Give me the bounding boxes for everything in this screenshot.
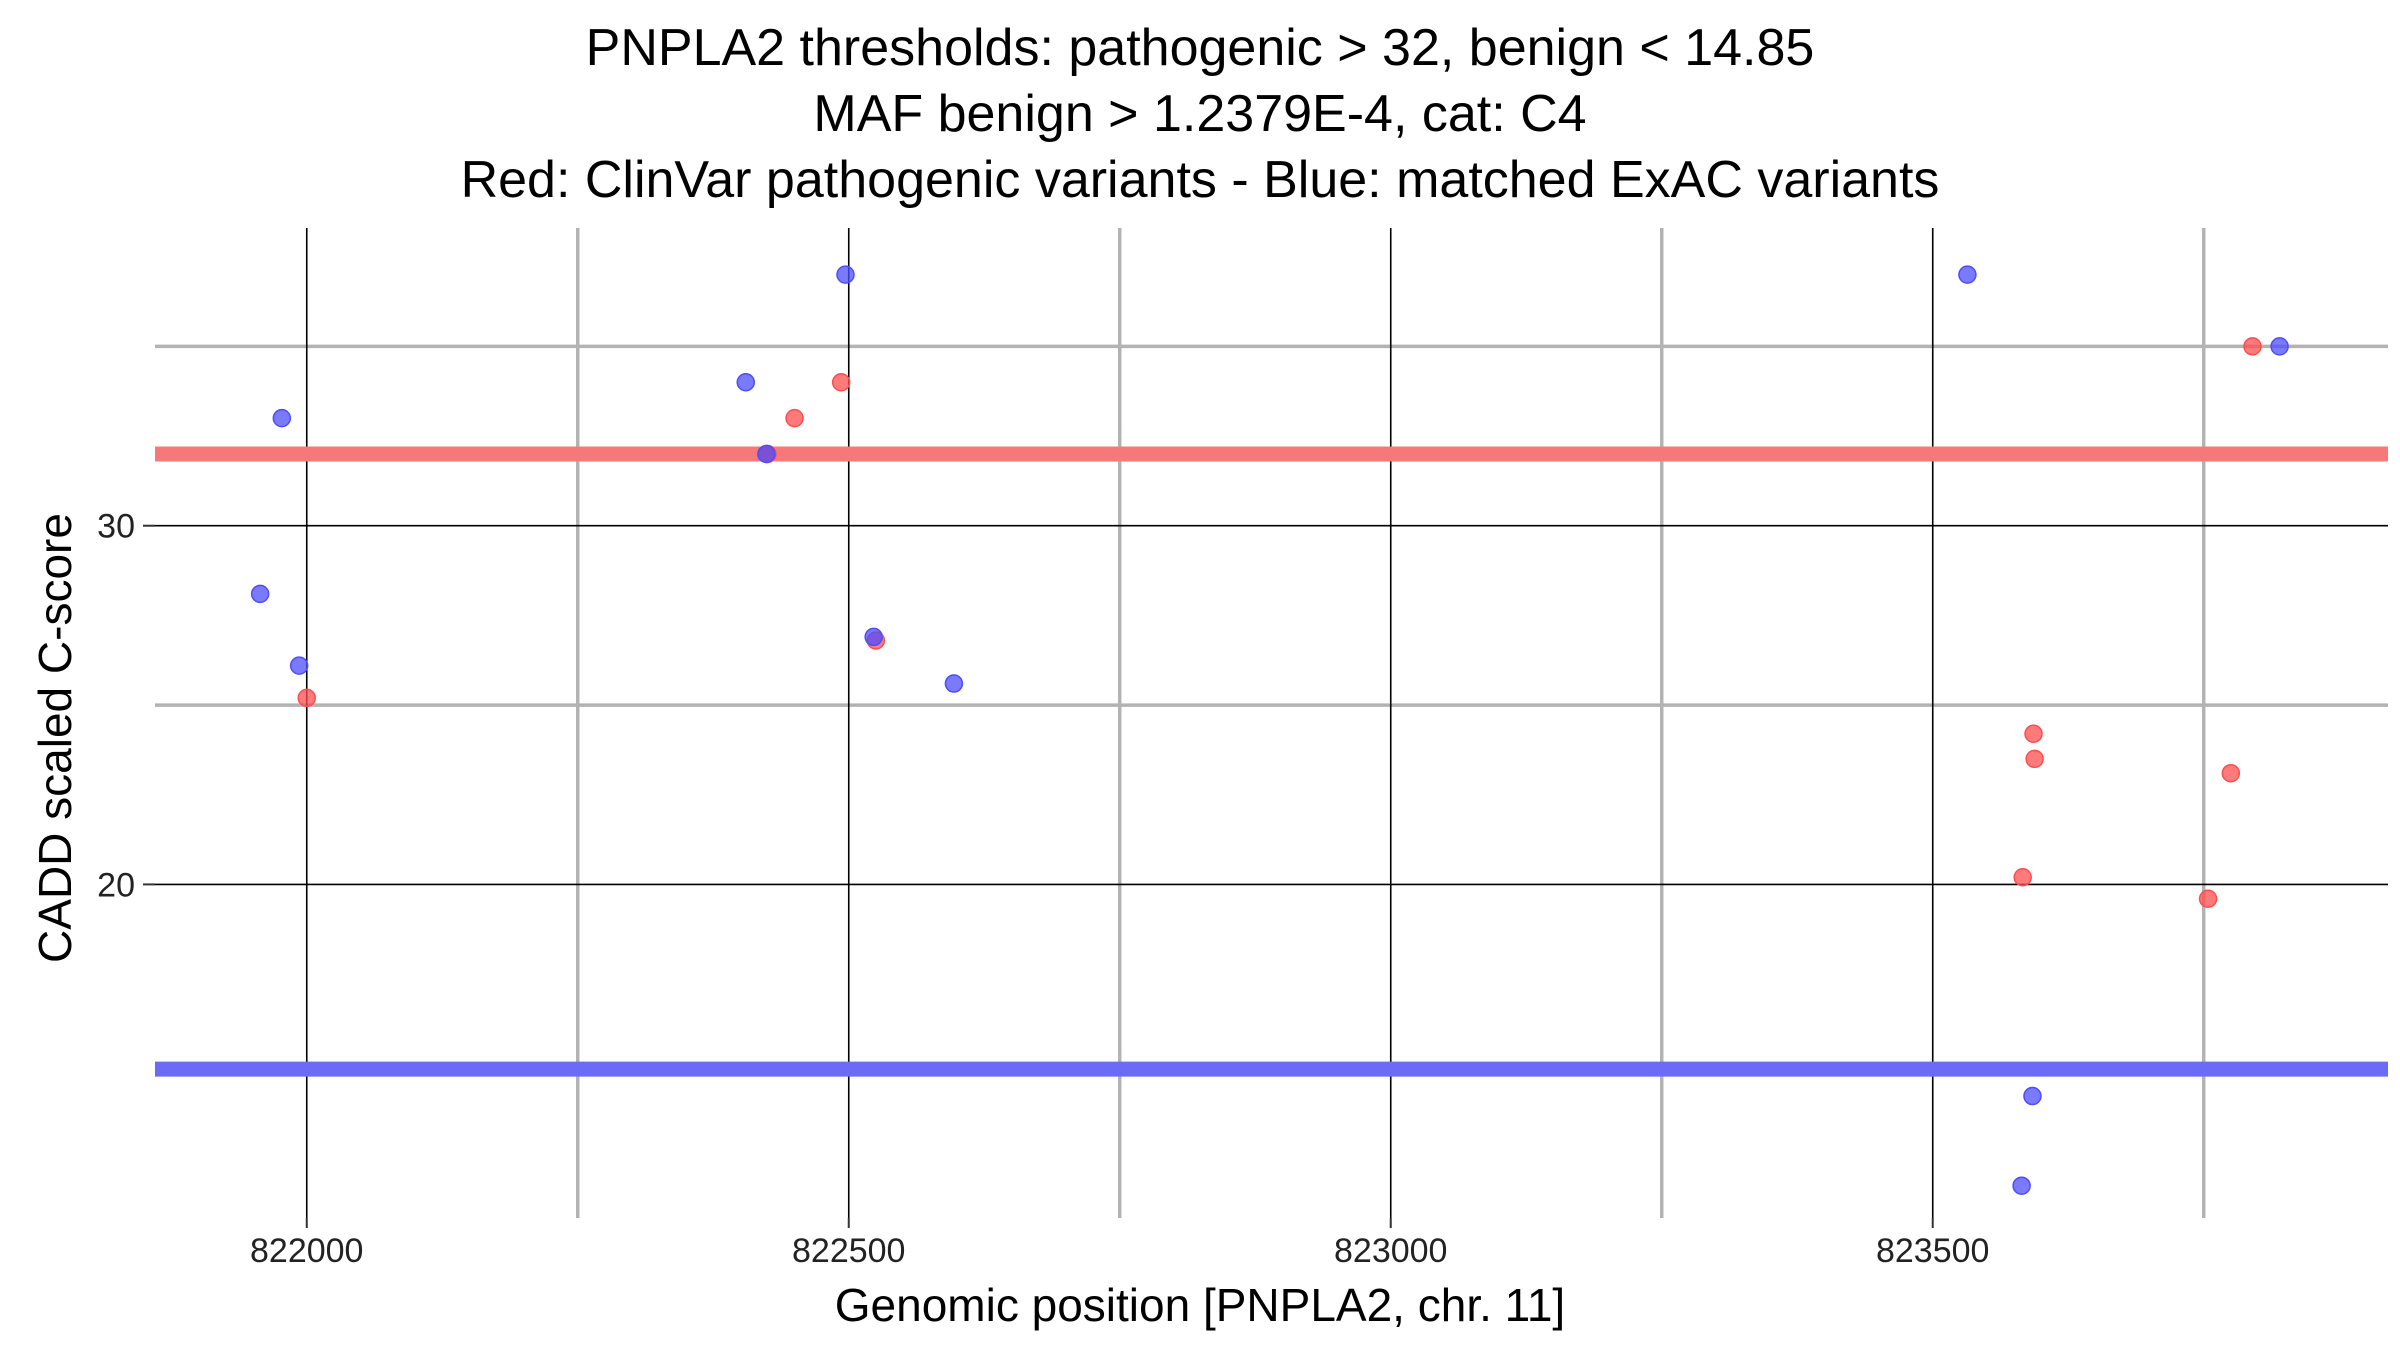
exac-matched-point bbox=[864, 627, 883, 647]
exac-matched-point bbox=[272, 408, 292, 428]
exac-matched-point bbox=[2012, 1176, 2031, 1195]
x-tick-label: 822000 bbox=[250, 1232, 363, 1270]
y-axis-title: CADD scaled C-score bbox=[29, 513, 81, 963]
exac-matched-point bbox=[250, 584, 270, 604]
data-points bbox=[250, 265, 2289, 1195]
exac-matched-point bbox=[2023, 1086, 2042, 1106]
clinvar-pathogenic-point bbox=[785, 408, 804, 428]
clinvar-pathogenic-point bbox=[831, 372, 851, 392]
clinvar-pathogenic-point bbox=[2221, 763, 2241, 783]
clinvar-pathogenic-point bbox=[2198, 889, 2218, 909]
grid-lines bbox=[155, 228, 2388, 1218]
exac-matched-point bbox=[289, 656, 309, 675]
x-tick-label: 823500 bbox=[1876, 1232, 1989, 1270]
y-tick-label: 20 bbox=[97, 866, 135, 904]
chart-title-line-2: MAF benign > 1.2379E-4, cat: C4 bbox=[813, 85, 1587, 143]
exac-matched-point bbox=[836, 265, 855, 284]
y-tick-label: 30 bbox=[97, 508, 135, 546]
clinvar-pathogenic-point bbox=[297, 688, 317, 708]
clinvar-pathogenic-point bbox=[2024, 724, 2043, 744]
clinvar-pathogenic-point bbox=[2025, 749, 2044, 769]
chart-title-line-3: Red: ClinVar pathogenic variants - Blue:… bbox=[460, 151, 1940, 209]
x-axis-title: Genomic position [PNPLA2, chr. 11] bbox=[834, 1279, 1566, 1331]
x-tick-label: 822500 bbox=[792, 1232, 905, 1270]
exac-matched-point bbox=[736, 372, 756, 392]
clinvar-pathogenic-point bbox=[2013, 867, 2032, 887]
threshold-lines bbox=[155, 446, 2388, 1077]
x-tick-label: 823000 bbox=[1334, 1232, 1447, 1270]
exac-matched-point bbox=[1958, 265, 1977, 284]
exac-matched-point bbox=[944, 674, 964, 693]
chart-title-line-1: PNPLA2 thresholds: pathogenic > 32, beni… bbox=[585, 19, 1815, 77]
axis-ticks: 822000 822500 823000 823500 20 30 bbox=[97, 508, 1989, 1270]
exac-matched-point bbox=[757, 444, 776, 464]
clinvar-pathogenic-point bbox=[2243, 337, 2262, 356]
exac-matched-point bbox=[2270, 337, 2289, 356]
